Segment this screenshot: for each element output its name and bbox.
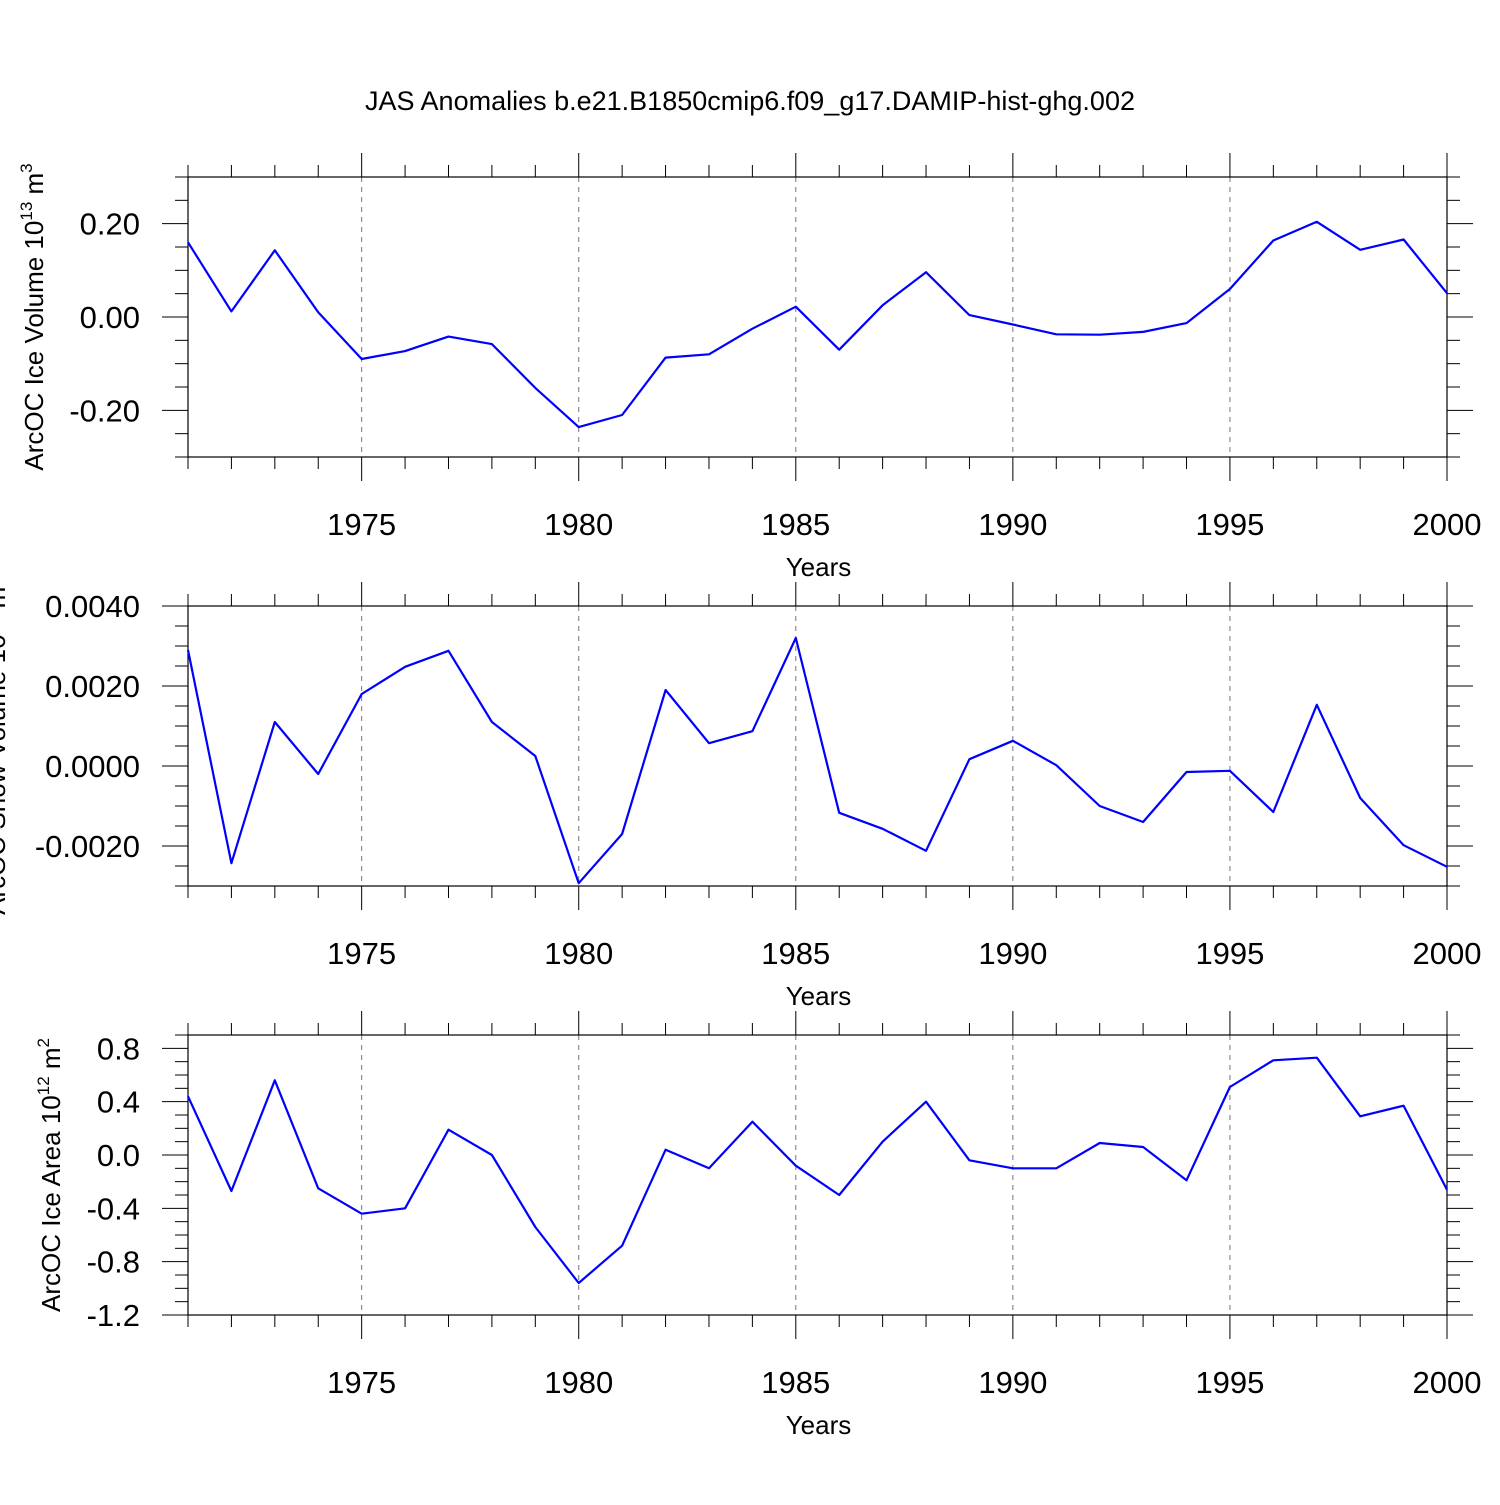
- x-tick-label: 1985: [761, 1365, 830, 1400]
- x-axis-label: Years: [786, 981, 852, 1011]
- y-tick-label: 0.8: [97, 1031, 140, 1066]
- x-tick-label: 1985: [761, 507, 830, 542]
- y-axis-label-unit-exponent: 3: [17, 163, 36, 172]
- x-tick-label: 1980: [544, 507, 613, 542]
- y-axis-label-exponent: 13: [17, 202, 36, 221]
- x-tick-label: 1995: [1195, 936, 1264, 971]
- y-tick-label: -0.8: [87, 1245, 140, 1280]
- y-axis-label-unit: m: [19, 173, 49, 202]
- x-tick-label: 1985: [761, 936, 830, 971]
- x-tick-label: 2000: [1413, 507, 1482, 542]
- y-axis-label-text: ArcOC Snow Volume 10: [0, 634, 11, 914]
- y-tick-label: -0.4: [87, 1191, 140, 1226]
- x-tick-label: 1980: [544, 936, 613, 971]
- y-tick-label: 0.00: [80, 300, 140, 335]
- x-tick-label: 1990: [978, 507, 1047, 542]
- panel-1: 1975 1980 1985 1990 1995 2000 Years -0.20 0.00 0.…: [17, 153, 1481, 582]
- y-tick-label: 0.20: [80, 207, 140, 242]
- y-tick-label: 0.0000: [45, 749, 140, 784]
- series-line: [186, 636, 1448, 885]
- y-axis-label-unit: m: [36, 1047, 66, 1076]
- y-axis-label-unit: m: [0, 587, 11, 616]
- x-tick-label: 1975: [327, 1365, 396, 1400]
- y-axis-label: ArcOC Ice Volume 1013 m3: [17, 163, 49, 470]
- x-axis-label: Years: [786, 1410, 852, 1440]
- x-tick-label: 1995: [1195, 507, 1264, 542]
- y-axis-label: ArcOC Ice Area 1012 m2: [34, 1038, 66, 1312]
- y-tick-label: 0.0: [97, 1138, 140, 1173]
- plot-frame: [187, 1034, 1448, 1316]
- series-line: [187, 220, 1448, 429]
- series-line: [187, 1056, 1448, 1285]
- y-tick-label: 0.0020: [45, 669, 140, 704]
- x-tick-label: 1975: [327, 936, 396, 971]
- x-axis-label: Years: [786, 552, 852, 582]
- y-tick-label: 0.0040: [45, 589, 140, 624]
- x-tick-label: 1975: [327, 507, 396, 542]
- panel-3: 1975 1980 1985 1990 1995 2000 Years -1.2 -0.8 -0.…: [34, 1011, 1481, 1440]
- y-tick-label: 0.4: [97, 1085, 140, 1120]
- y-axis-label-exponent: 12: [34, 1076, 53, 1095]
- x-tick-label: 2000: [1413, 1365, 1482, 1400]
- y-axis-label: ArcOC Snow Volume 1013 m3: [0, 577, 11, 915]
- y-tick-label: -1.2: [87, 1298, 140, 1333]
- y-axis-label-text: ArcOC Ice Volume 10: [19, 221, 49, 471]
- y-axis-label-text: ArcOC Ice Area 10: [36, 1095, 66, 1312]
- plot-frame: [187, 605, 1448, 887]
- y-tick-label: -0.0020: [35, 829, 140, 864]
- figure-title: JAS Anomalies b.e21.B1850cmip6.f09_g17.D…: [365, 86, 1135, 116]
- plot-frame: [187, 176, 1448, 458]
- x-tick-label: 1990: [978, 1365, 1047, 1400]
- panel-2: 1975 1980 1985 1990 1995 2000 Years -0.0020 0.00…: [0, 577, 1482, 1011]
- y-tick-label: -0.20: [69, 393, 140, 428]
- y-axis-label-unit-exponent: 2: [34, 1038, 53, 1047]
- x-tick-label: 1995: [1195, 1365, 1264, 1400]
- x-tick-label: 2000: [1413, 936, 1482, 971]
- x-tick-label: 1990: [978, 936, 1047, 971]
- x-tick-label: 1980: [544, 1365, 613, 1400]
